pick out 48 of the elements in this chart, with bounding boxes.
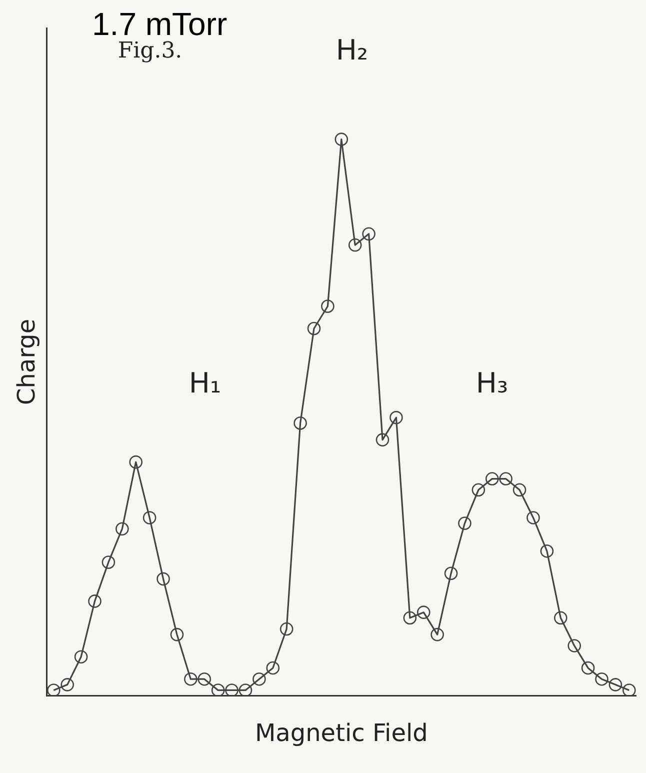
point	[485, 472, 499, 486]
point	[266, 661, 280, 675]
point	[595, 672, 608, 686]
point	[88, 594, 102, 608]
x-axis-title: Magnetic Field	[254, 718, 428, 747]
point	[512, 483, 526, 497]
point	[156, 572, 170, 586]
point	[307, 322, 321, 336]
point	[225, 684, 238, 696]
point	[238, 684, 252, 696]
point	[129, 455, 143, 469]
point	[170, 628, 184, 642]
point	[74, 650, 88, 664]
point	[416, 606, 430, 619]
point	[198, 672, 212, 686]
point	[499, 472, 512, 486]
point	[581, 661, 595, 675]
annotation: H₁	[188, 366, 222, 400]
point	[403, 611, 417, 625]
point	[540, 544, 554, 558]
y-axis-title: Charge	[12, 318, 41, 405]
point	[294, 416, 307, 430]
point	[280, 622, 294, 636]
point	[184, 672, 198, 686]
point	[376, 433, 390, 446]
annotation: H₃	[476, 366, 508, 400]
point	[252, 672, 266, 686]
point	[102, 556, 116, 569]
point	[554, 611, 568, 625]
point	[390, 410, 403, 424]
point	[568, 639, 581, 652]
point	[60, 678, 74, 692]
point	[211, 684, 225, 696]
point	[116, 522, 129, 536]
point	[608, 678, 622, 692]
point	[362, 227, 376, 241]
point	[142, 511, 156, 524]
text: H₂	[336, 33, 368, 66]
point	[526, 511, 540, 524]
point	[348, 238, 362, 252]
point	[444, 566, 458, 580]
point	[458, 516, 472, 530]
point	[334, 132, 348, 146]
point	[472, 483, 486, 497]
point	[430, 628, 444, 642]
point	[321, 300, 334, 313]
point	[622, 684, 636, 696]
point	[47, 684, 60, 696]
